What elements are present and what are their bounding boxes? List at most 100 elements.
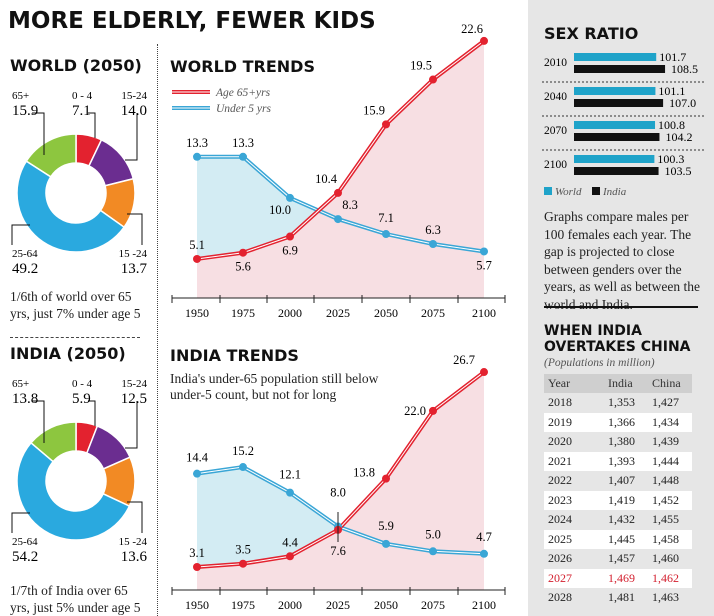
year-label: 2010: [544, 57, 567, 69]
table-row: 2025 1,445 1,458: [544, 529, 692, 549]
under5-point: [480, 549, 488, 558]
table-cell: 1,393: [608, 453, 635, 468]
table-cell: 2025: [548, 531, 572, 546]
age65-point: [286, 232, 294, 241]
under5-point: [239, 152, 247, 161]
under5-point: [480, 247, 488, 256]
leader-line: [88, 400, 96, 426]
india-trends-title: INDIA TRENDS: [170, 346, 299, 365]
table-cell: China: [652, 376, 681, 390]
age65-point: [239, 559, 247, 568]
leader-line: [125, 401, 138, 449]
under5-point: [429, 240, 437, 249]
table-cell: 1,458: [652, 531, 679, 546]
age65-point: [334, 188, 342, 197]
table-cell: 1,460: [652, 551, 679, 565]
india-bar: [574, 65, 666, 73]
table-row: 2022 1,407 1,448: [544, 471, 692, 490]
sidebar: SEX RATIO 2010 101.7 108.5 2040 101.1 107.0 20…: [528, 0, 714, 616]
x-tick-label: 2100: [472, 598, 496, 612]
table-cell: 2021: [548, 453, 572, 468]
under5-data-label: 5.9: [378, 519, 394, 533]
age65-data-label: 4.4: [282, 535, 298, 549]
table-cell: 2026: [548, 551, 572, 565]
world-bar: [574, 87, 656, 95]
world-donut-title: WORLD (2050): [10, 56, 142, 75]
table-cell: 1,434: [652, 414, 679, 429]
leader-line: [32, 112, 45, 155]
slice-value: 12.5: [121, 391, 147, 407]
world-caption-1: 1/6th of world over 65: [10, 289, 132, 304]
under5-data-label: 10.0: [269, 203, 291, 217]
slice-value: 15.9: [12, 103, 38, 119]
age65-area: [197, 372, 484, 590]
slice-value: 13.6: [121, 549, 148, 565]
age65-data-label: 15.9: [363, 103, 385, 117]
under5-data-label: 14.4: [186, 451, 209, 465]
world-value: 101.7: [659, 50, 686, 64]
table-row: 2028 1,481 1,463: [544, 588, 692, 607]
table-cell: 1,419: [608, 492, 635, 507]
under5-point: [239, 463, 247, 472]
india-value: 107.0: [669, 96, 696, 110]
main-title: MORE ELDERLY, FEWER KIDS: [8, 8, 376, 34]
age65-data-label: 3.1: [189, 546, 205, 560]
slice-value: 49.2: [12, 261, 38, 277]
x-tick-label: 2000: [278, 598, 302, 612]
x-tick-label: 2050: [374, 598, 398, 612]
leader-line: [127, 213, 143, 245]
x-tick-label: 2050: [374, 306, 398, 320]
table-row: 2018 1,353 1,427: [544, 393, 692, 412]
india-value: 104.2: [665, 130, 692, 144]
x-tick-label: 1975: [231, 306, 255, 320]
table-cell: 2023: [548, 492, 572, 507]
donut-slice: [16, 160, 126, 253]
table-cell: 1,407: [608, 473, 635, 487]
table-title: WHEN INDIA OVERTAKES CHINA: [544, 323, 691, 355]
divider: [10, 337, 140, 338]
x-tick-label: 1950: [185, 598, 209, 612]
table-cell: 1,481: [608, 590, 635, 604]
x-tick-label: 2025: [326, 598, 350, 612]
table-cell: 1,455: [652, 512, 679, 526]
table-cell: 1,366: [608, 414, 635, 429]
india-trends-subtitle-1: India's under-65 population still below: [170, 371, 379, 386]
india-bar: [574, 167, 659, 175]
legend-swatch: [544, 187, 552, 195]
legend-label: World: [555, 186, 582, 198]
donut-slice: [29, 421, 77, 463]
table-subtitle: (Populations in million): [544, 357, 655, 369]
slice-label: 0 - 4: [72, 90, 93, 102]
year-label: 2040: [544, 91, 567, 103]
slice-value: 7.1: [72, 103, 91, 119]
age65-point: [239, 248, 247, 257]
table-cell: 1,444: [652, 453, 679, 468]
table-header: Year India China: [544, 374, 692, 393]
table-cell: India: [608, 376, 633, 390]
x-tick-label: 1950: [185, 306, 209, 320]
age65-point: [382, 120, 390, 129]
sex-ratio-note: Graphs compare males per 100 females eac…: [544, 209, 700, 312]
age65-data-label: 10.4: [315, 172, 338, 186]
under5-data-label: 12.1: [279, 468, 301, 482]
age65-data-label: 6.9: [282, 244, 298, 258]
under5-point: [429, 547, 437, 556]
age65-data-label: 22.0: [404, 404, 426, 418]
leader-line: [125, 113, 138, 161]
world-trends-chart: 13.3 13.3 10.0 8.3 7.1 6.3 5.7 5.1 5.6 6.9 10.4 15.…: [171, 22, 506, 320]
column-separator: [157, 44, 158, 616]
table-cell: 2022: [548, 473, 572, 487]
age65-data-label: 26.7: [453, 353, 475, 367]
age65-point: [429, 75, 437, 84]
x-tick-label: 2000: [278, 306, 302, 320]
age65-point: [286, 552, 294, 561]
table-cell: 1,380: [608, 434, 635, 448]
legend-label: India: [602, 186, 627, 198]
under5-point: [382, 539, 390, 548]
table-cell: 1,445: [608, 531, 635, 546]
under5-data-label: 13.3: [186, 136, 208, 150]
table-cell: 1,432: [608, 512, 635, 526]
